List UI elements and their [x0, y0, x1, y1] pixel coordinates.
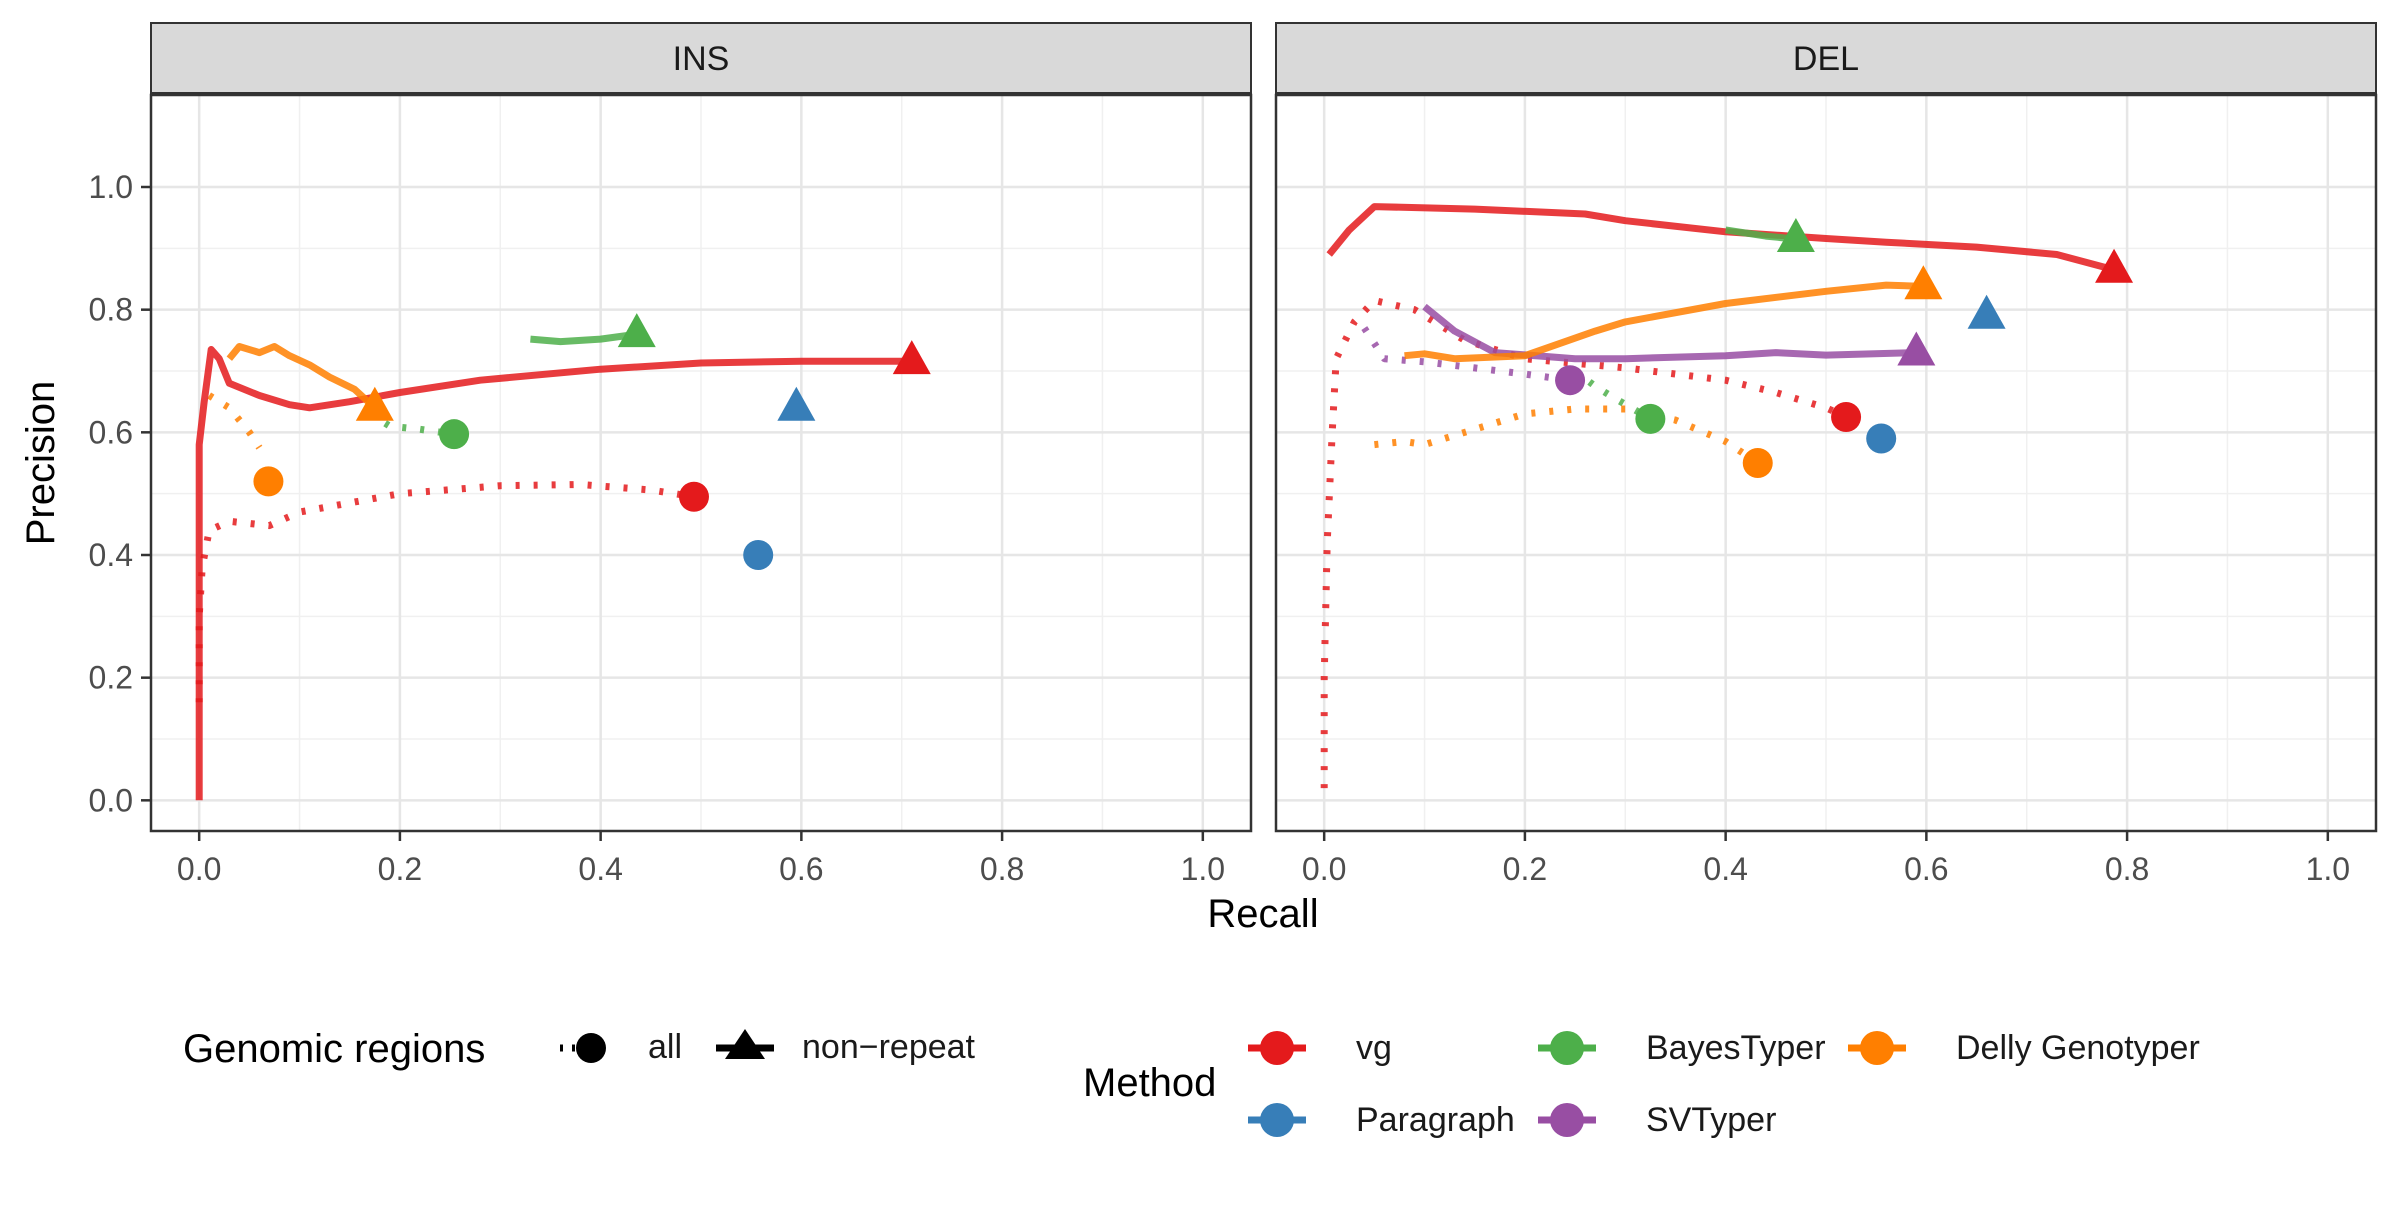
curve-delly-genotyper-non-repeat-del — [1404, 281, 1924, 363]
legend-label-delly-genotyper: Delly Genotyper — [1956, 1029, 2200, 1067]
legend-label-all: all — [648, 1028, 682, 1066]
marker-vg-non-repeat-ins — [892, 340, 931, 375]
x-tick-label-ins: 0.2 — [378, 851, 422, 887]
panel-del: DEL 0.0 0.2 0.4 0.6 0.8 1.0 — [1274, 22, 2378, 887]
curve-bayestyper-all-ins — [367, 410, 455, 438]
marker-bayestyper-all-ins — [439, 419, 470, 450]
marker-vg-all-del — [1831, 402, 1862, 432]
marker-delly-genotyper-non-repeat-del — [1904, 265, 1943, 300]
marker-paragraph-all-ins — [743, 540, 774, 570]
legend-key-non-repeat-triangle — [725, 1029, 765, 1059]
marker-bayestyper-non-repeat-del — [1776, 218, 1815, 253]
curve-vg-all-del — [1320, 297, 1848, 789]
x-tick-label-ins: 0.6 — [779, 851, 823, 887]
y-tick-label: 0.4 — [89, 537, 133, 573]
legend-key-point-bayestyper — [1550, 1031, 1584, 1065]
y-tick-label: 1.0 — [89, 169, 133, 205]
legend-regions: Genomic regions all non−repeat — [183, 1027, 976, 1071]
curve-delly-genotyper-non-repeat-ins — [226, 343, 378, 411]
curve-bayestyper-non-repeat-ins — [530, 330, 638, 346]
curve-vg-non-repeat-del — [1326, 203, 2115, 274]
x-axis-title: Recall — [1207, 892, 1318, 936]
y-tick-label: 0.2 — [89, 660, 133, 696]
strip-del — [1275, 22, 2377, 94]
marker-paragraph-all-del — [1866, 423, 1897, 454]
x-tick-label-del: 0.0 — [1302, 851, 1346, 887]
marker-svtyper-non-repeat-del — [1897, 331, 1936, 366]
legend-label-svtyper: SVTyper — [1646, 1101, 1776, 1139]
marker-bayestyper-non-repeat-ins — [617, 313, 656, 348]
y-tick-label: 0.0 — [89, 782, 133, 818]
legend-label-vg: vg — [1356, 1029, 1392, 1067]
strip-label-del: DEL — [1793, 40, 1859, 78]
marker-svtyper-all-del — [1555, 365, 1586, 396]
marker-delly-genotyper-non-repeat-ins — [355, 386, 394, 421]
x-tick-label-ins: 0.4 — [578, 851, 622, 887]
legend-key-point-svtyper — [1550, 1103, 1584, 1137]
curve-delly-genotyper-all-del — [1374, 405, 1760, 466]
legend-key-non-repeat — [716, 1029, 774, 1059]
curve-svtyper-non-repeat-del — [1422, 303, 1917, 363]
x-tick-label-del: 0.6 — [1904, 851, 1948, 887]
x-tick-label-ins: 1.0 — [1181, 851, 1225, 887]
legend-key-point-vg — [1260, 1031, 1294, 1065]
y-tick-label: 0.6 — [89, 414, 133, 450]
y-axis-title: Precision — [19, 381, 63, 546]
legend-label-bayestyper: BayesTyper — [1646, 1029, 1826, 1067]
curve-bayestyper-all-del — [1572, 368, 1653, 422]
x-tick-label-del: 0.2 — [1503, 851, 1547, 887]
x-tick-label-ins: 0.8 — [980, 851, 1024, 887]
x-tick-label-del: 0.8 — [2105, 851, 2149, 887]
marker-vg-non-repeat-del — [2095, 248, 2134, 283]
marker-vg-all-ins — [678, 481, 709, 512]
y-tick-label: 0.8 — [89, 292, 133, 328]
curve-vg-non-repeat-ins — [195, 346, 912, 801]
x-tick-label-del: 1.0 — [2306, 851, 2350, 887]
legend-key-all — [560, 1033, 606, 1063]
strip-ins — [150, 22, 1252, 94]
x-tick-label-ins: 0.0 — [177, 851, 221, 887]
legend-label-paragraph: Paragraph — [1356, 1101, 1515, 1139]
legend-key-point-paragraph — [1260, 1103, 1294, 1137]
panel-ins: INS 0.0 0.2 0.4 0.6 0.8 1.0 0.0 0.2 0.4 0.6 0.8 1.0 — [89, 22, 1253, 887]
legend-method-title: Method — [1083, 1061, 1216, 1105]
legend-method-keys: vg BayesTyper Delly Genotyper Paragraph SVTy… — [1248, 1029, 2200, 1139]
legend-method: Method vg BayesTyper Delly Genotyper Paragr… — [1083, 1029, 2200, 1139]
marker-bayestyper-all-del — [1635, 403, 1666, 434]
legend-key-all-circle — [576, 1033, 606, 1063]
strip-label-ins: INS — [673, 40, 730, 78]
marker-delly-genotyper-all-ins — [253, 466, 284, 497]
legend-regions-title: Genomic regions — [183, 1027, 485, 1071]
marker-delly-genotyper-all-del — [1742, 448, 1773, 478]
legend-key-point-delly-genotyper — [1860, 1031, 1894, 1065]
plot-border-del — [1274, 93, 2378, 833]
x-tick-label-del: 0.4 — [1703, 851, 1747, 887]
curve-delly-genotyper-all-ins — [207, 392, 263, 450]
marker-paragraph-non-repeat-del — [1967, 294, 2006, 329]
marker-paragraph-non-repeat-ins — [777, 386, 816, 421]
plot-border-ins — [149, 93, 1253, 833]
legend-label-non-repeat: non−repeat — [802, 1028, 976, 1066]
